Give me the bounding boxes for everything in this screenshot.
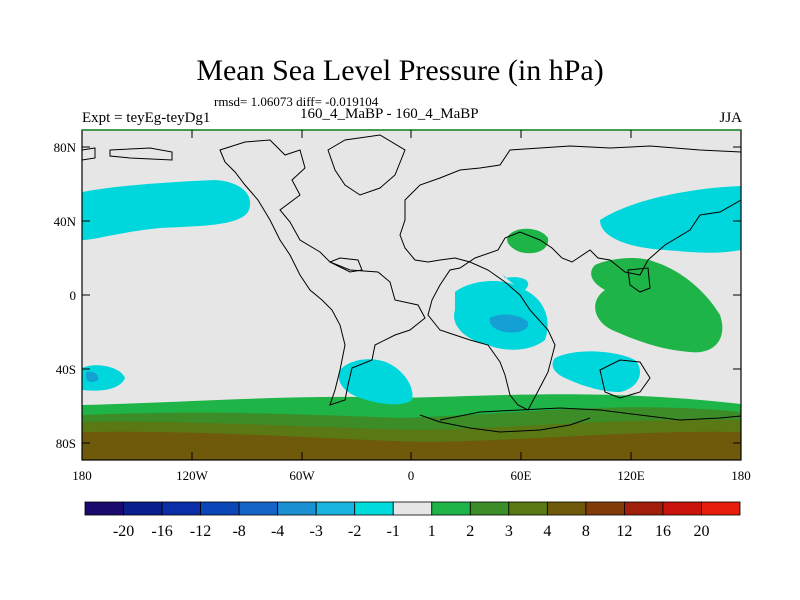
- colorbar-swatch: [238, 501, 279, 516]
- colorbar-label: -12: [190, 523, 211, 540]
- field-layer: [82, 130, 741, 460]
- axis-ticks: [82, 130, 741, 460]
- colorbar-label: -2: [348, 523, 361, 540]
- colorbar-swatch: [123, 501, 163, 516]
- cyan-region-nwpacific: [600, 186, 741, 253]
- colorbar-swatch: [546, 501, 587, 516]
- colorbar-label: 8: [582, 523, 590, 540]
- colorbar-swatch: [585, 501, 625, 516]
- colorbar-swatch: [392, 501, 433, 516]
- x-tick-180e: 180: [731, 468, 751, 483]
- colorbar-swatch: [624, 501, 664, 516]
- y-tick-80n: 80N: [54, 140, 77, 155]
- blue-core-swpacific: [86, 371, 99, 383]
- x-tick-0: 0: [408, 468, 415, 483]
- colorbar-label: -8: [232, 523, 245, 540]
- colorbar-swatch: [84, 501, 124, 516]
- colorbar-swatch: [701, 501, 741, 516]
- x-tick-120e: 120E: [617, 468, 645, 483]
- colorbar-swatch: [277, 501, 317, 516]
- cyan-region-npacific: [82, 180, 251, 240]
- subtitle: 160_4_MaBP - 160_4_MaBP: [300, 106, 479, 122]
- colorbar-swatch: [662, 501, 702, 516]
- colorbar-label: -4: [271, 523, 284, 540]
- y-tick-40s: 40S: [56, 362, 76, 377]
- colorbar-swatch: [354, 501, 394, 516]
- colorbar-label: 1: [428, 523, 436, 540]
- green-region-maritime: [591, 258, 723, 353]
- colorbar-swatch: [469, 501, 510, 516]
- x-tick-120w: 120W: [176, 468, 209, 483]
- colorbar-label: -3: [310, 523, 323, 540]
- x-tick-60w: 60W: [289, 468, 315, 483]
- colorbar-swatch: [431, 501, 471, 516]
- colorbar-label: -1: [387, 523, 400, 540]
- blue-core-eqatlantic: [489, 314, 529, 333]
- y-tick-80s: 80S: [56, 436, 76, 451]
- cyan-region-indian: [552, 351, 640, 392]
- colorbar-swatch: [161, 501, 201, 516]
- x-tick-60e: 60E: [511, 468, 532, 483]
- colorbar-label: 12: [616, 523, 632, 540]
- colorbar-swatch: [200, 501, 240, 516]
- colorbar-label: 16: [655, 523, 671, 540]
- cyan-region-swpacific: [82, 365, 125, 391]
- colorbar: -20 -16 -12 -8 -4 -3 -2 -1 1 2 3 4 8 12 16 20: [84, 501, 741, 540]
- x-tick-180w: 180: [72, 468, 92, 483]
- colorbar-label: 3: [505, 523, 513, 540]
- colorbar-label: -16: [151, 523, 172, 540]
- cyan-region-eqatlantic: [454, 270, 548, 350]
- stats-line: rmsd= 1.06073 diff= -0.019104: [214, 94, 379, 109]
- plot-title: Mean Sea Level Pressure (in hPa): [196, 54, 604, 87]
- cyan-region-satlantic: [338, 359, 413, 405]
- colorbar-swatch: [508, 501, 548, 516]
- colorbar-label: -20: [113, 523, 134, 540]
- colorbar-label: 20: [693, 523, 709, 540]
- colorbar-label: 4: [543, 523, 551, 540]
- green-region-arabia: [507, 228, 549, 254]
- colorbar-swatch: [315, 501, 356, 516]
- y-tick-0: 0: [70, 288, 77, 303]
- y-tick-40n: 40N: [54, 214, 77, 229]
- experiment-label: Expt = teyEg-teyDg1: [82, 110, 211, 126]
- colorbar-label: 2: [466, 523, 474, 540]
- coastlines: [82, 134, 741, 433]
- brown-band-south: [82, 431, 741, 460]
- season-label: JJA: [719, 110, 742, 126]
